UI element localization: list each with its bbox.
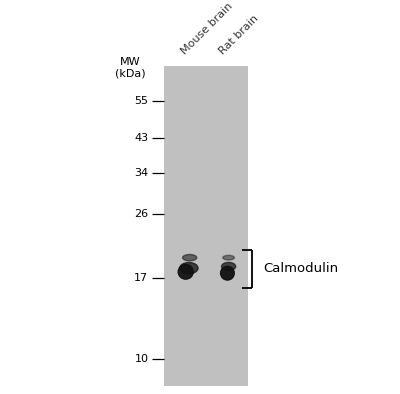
Text: 26: 26: [134, 209, 148, 219]
Text: Calmodulin: Calmodulin: [264, 262, 339, 275]
Text: 17: 17: [134, 273, 148, 283]
Ellipse shape: [222, 262, 236, 271]
Ellipse shape: [178, 264, 193, 279]
Ellipse shape: [220, 266, 234, 280]
Text: 34: 34: [134, 169, 148, 178]
Text: MW
(kDa): MW (kDa): [115, 57, 146, 78]
Bar: [164, 67, 248, 386]
Text: Mouse brain: Mouse brain: [180, 1, 235, 56]
Text: 55: 55: [134, 96, 148, 106]
Ellipse shape: [223, 255, 234, 260]
Ellipse shape: [180, 262, 198, 274]
Text: 10: 10: [134, 354, 148, 364]
Text: Rat brain: Rat brain: [218, 13, 261, 56]
Text: 43: 43: [134, 133, 148, 143]
Ellipse shape: [182, 255, 197, 261]
